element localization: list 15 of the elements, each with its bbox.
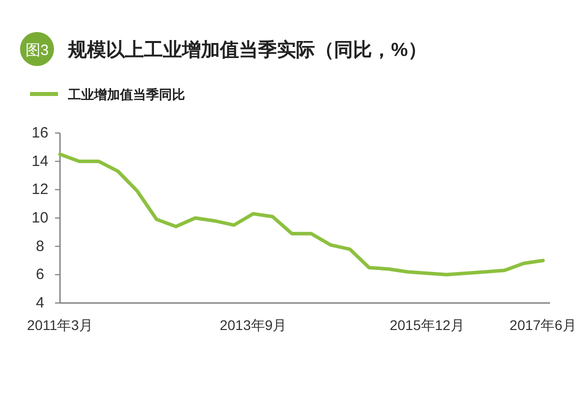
y-tick-label: 8	[36, 238, 44, 255]
x-tick-label: 2017年6月	[510, 317, 576, 333]
caption: 图3	[25, 42, 49, 59]
chart-title: 规模以上工业增加值当季实际（同比，%）	[67, 39, 427, 61]
x-tick-label: 2013年9月	[220, 317, 287, 333]
x-tick-label: 2015年12月	[390, 317, 464, 333]
y-tick-label: 12	[32, 181, 48, 198]
legend-label: 工业增加值当季同比	[67, 87, 185, 102]
x-tick-label: 2011年3月	[27, 317, 93, 333]
y-tick-label: 4	[36, 294, 44, 312]
y-tick-label: 16	[32, 124, 48, 142]
y-tick-label: 6	[36, 266, 44, 284]
annotation-badge: 图3	[20, 32, 54, 66]
y-tick-label: 10	[32, 210, 48, 226]
y-tick-label: 14	[32, 152, 48, 170]
